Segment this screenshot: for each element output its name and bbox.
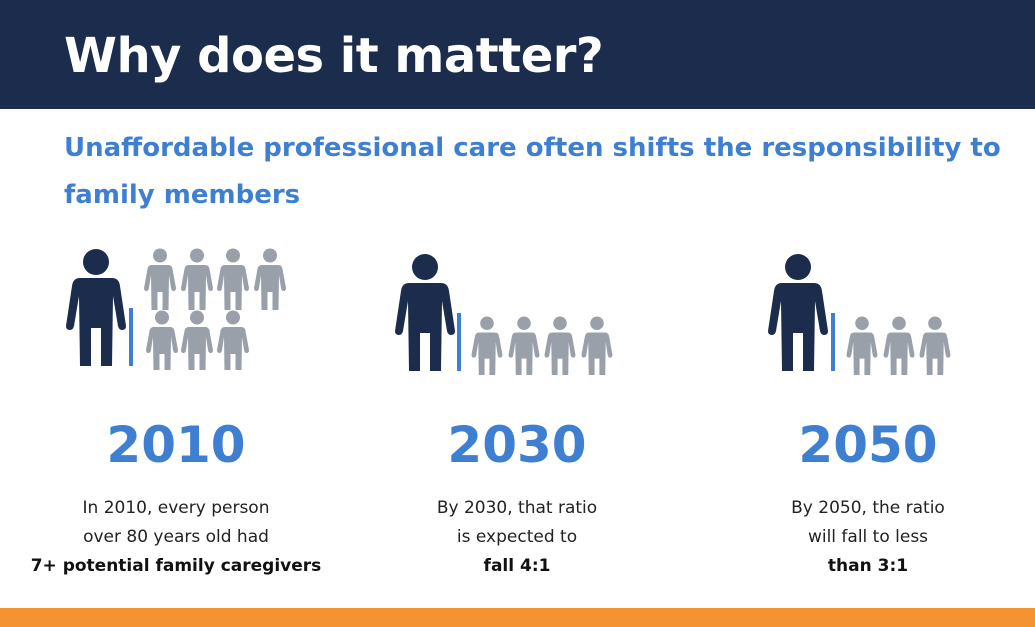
elderly-person-icon (66, 249, 126, 366)
caregiver-icon (217, 248, 249, 310)
panel-2030-illustration (395, 253, 615, 375)
caregiver-ratio-2010: 7+ potential family caregivers (30, 556, 322, 576)
footer-bar (0, 608, 1035, 627)
page-title: Why does it matter? (64, 28, 604, 84)
elderly-person-icon (395, 254, 455, 371)
caregiver-icon (581, 316, 613, 375)
subtitle: Unaffordable professional care often shi… (64, 133, 1001, 210)
caregiver-icon (144, 248, 176, 310)
year-2050: 2050 (798, 416, 938, 474)
panel-2010-illustration (66, 248, 291, 370)
elderly-person-icon (768, 254, 828, 371)
caregiver-ratio-2030: fall 4:1 (483, 556, 551, 576)
header-banner: Why does it matter? (0, 0, 1035, 109)
caregiver-icon (254, 248, 286, 310)
panel-2050-illustration (768, 253, 953, 375)
caregiver-icon (181, 310, 213, 370)
panel-2030-description: By 2030, that ratio is expected to fall … (357, 494, 677, 581)
caregiver-icon (181, 248, 213, 310)
year-2010: 2010 (106, 416, 246, 474)
cane-icon (457, 313, 461, 371)
caregiver-icon (544, 316, 576, 375)
caregiver-icon (919, 316, 951, 375)
caregiver-ratio-2050: than 3:1 (827, 556, 909, 576)
caregiver-icon (846, 316, 878, 375)
cane-icon (129, 308, 133, 366)
cane-icon (831, 313, 835, 371)
year-2030: 2030 (447, 416, 587, 474)
panel-2050-description: By 2050, the ratio will fall to less tha… (708, 494, 1028, 581)
caregiver-icon (146, 310, 178, 370)
panel-2010-description: In 2010, every person over 80 years old … (16, 494, 336, 581)
caregiver-icon (883, 316, 915, 375)
caregiver-icon (471, 316, 503, 375)
caregiver-icon (508, 316, 540, 375)
caregiver-icon (217, 310, 249, 370)
